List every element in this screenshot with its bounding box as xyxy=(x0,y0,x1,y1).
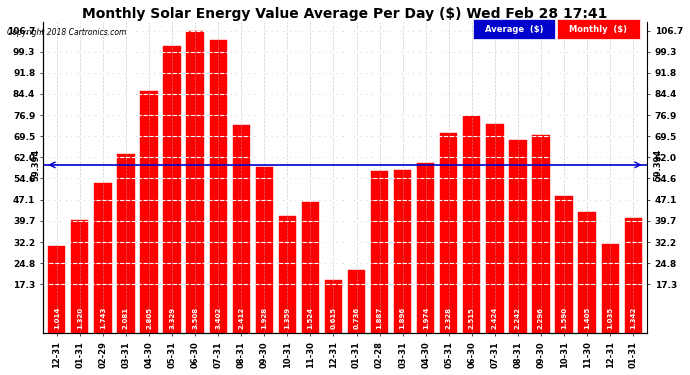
Text: 1.743: 1.743 xyxy=(100,307,106,329)
Bar xyxy=(302,202,319,333)
Text: 2.328: 2.328 xyxy=(446,307,452,329)
Bar xyxy=(533,135,550,333)
Text: 1.035: 1.035 xyxy=(607,307,613,329)
Text: 1.590: 1.590 xyxy=(561,307,567,329)
Bar xyxy=(371,171,388,333)
Bar xyxy=(71,219,88,333)
Text: 59.394: 59.394 xyxy=(653,149,662,181)
Text: 2.296: 2.296 xyxy=(538,307,544,329)
Text: 1.974: 1.974 xyxy=(423,307,428,329)
Text: 2.424: 2.424 xyxy=(492,307,498,329)
Text: 1.524: 1.524 xyxy=(308,307,313,329)
Text: 2.412: 2.412 xyxy=(238,307,244,329)
Text: 0.736: 0.736 xyxy=(353,307,359,329)
Bar xyxy=(233,125,250,333)
Text: 3.329: 3.329 xyxy=(169,307,175,329)
Bar xyxy=(186,31,204,333)
Bar xyxy=(48,246,66,333)
Bar xyxy=(164,46,181,333)
Text: 2.242: 2.242 xyxy=(515,307,521,329)
Text: 59.394: 59.394 xyxy=(32,149,41,181)
Bar xyxy=(210,40,227,333)
Bar xyxy=(555,196,573,333)
Bar xyxy=(325,280,342,333)
Bar xyxy=(95,183,112,333)
Text: 3.402: 3.402 xyxy=(215,307,221,329)
Text: 2.515: 2.515 xyxy=(469,307,475,329)
Text: 2.081: 2.081 xyxy=(123,307,129,329)
Text: 2.805: 2.805 xyxy=(146,307,152,329)
Text: 1.405: 1.405 xyxy=(584,307,590,329)
Bar xyxy=(279,216,296,333)
Bar xyxy=(394,170,411,333)
Text: 1.342: 1.342 xyxy=(630,307,636,329)
Bar xyxy=(140,92,157,333)
Bar xyxy=(602,244,619,333)
Text: 1.359: 1.359 xyxy=(284,307,290,329)
Text: Monthly  ($): Monthly ($) xyxy=(569,25,627,34)
Bar xyxy=(348,270,365,333)
Bar xyxy=(463,117,480,333)
Text: 1.014: 1.014 xyxy=(54,307,60,329)
Text: 1.928: 1.928 xyxy=(262,307,267,329)
Bar xyxy=(417,163,434,333)
Bar xyxy=(117,154,135,333)
Bar xyxy=(578,212,595,333)
Bar xyxy=(486,124,504,333)
Bar xyxy=(624,217,642,333)
Text: Copyright 2018 Cartronics.com: Copyright 2018 Cartronics.com xyxy=(7,28,126,37)
Text: 1.896: 1.896 xyxy=(400,307,406,329)
Text: 3.508: 3.508 xyxy=(192,307,198,329)
Text: 1.887: 1.887 xyxy=(377,307,382,329)
Bar xyxy=(440,133,457,333)
Title: Monthly Solar Energy Value Average Per Day ($) Wed Feb 28 17:41: Monthly Solar Energy Value Average Per D… xyxy=(82,7,608,21)
Text: Average  ($): Average ($) xyxy=(485,25,543,34)
Bar xyxy=(509,140,526,333)
Bar xyxy=(256,167,273,333)
Text: 1.320: 1.320 xyxy=(77,307,83,329)
Text: 0.615: 0.615 xyxy=(331,307,337,329)
